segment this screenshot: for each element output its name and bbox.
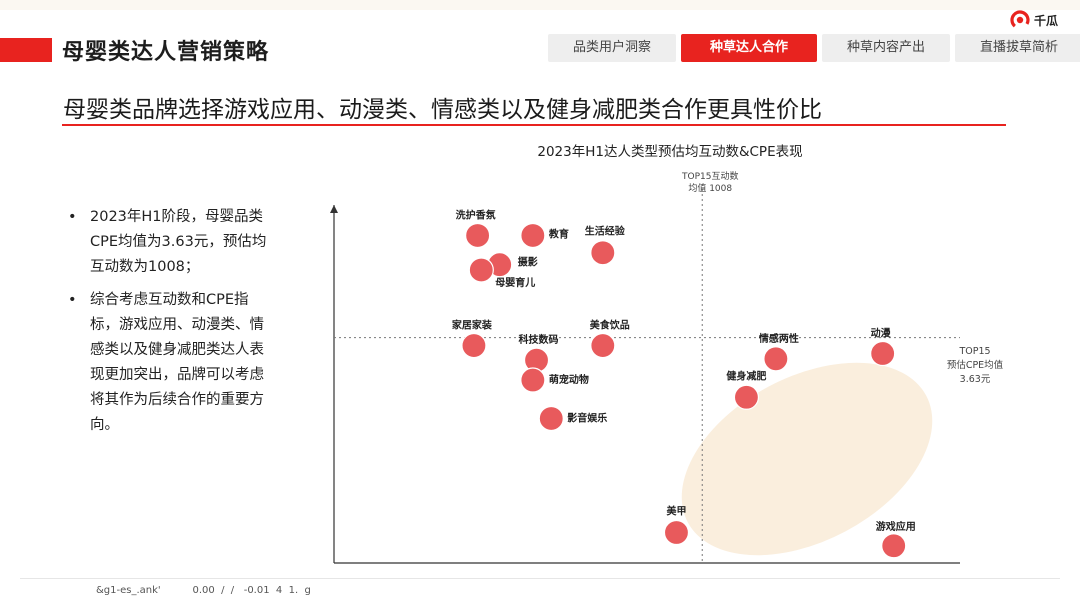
page-title: 母婴类达人营销策略 (62, 40, 270, 65)
data-point (733, 384, 760, 410)
logo-text: 千瓜 (1034, 13, 1059, 28)
subtitle-underline (62, 124, 1006, 126)
tab-livestream-analysis[interactable]: 直播拔草简析 (955, 34, 1080, 62)
data-point (663, 519, 690, 546)
reference-label-vertical-line1: TOP15互动数 (681, 170, 738, 182)
title-accent-bar (0, 38, 52, 62)
bullet-dot-icon: • (68, 292, 77, 308)
insight-list: • 2023年H1阶段，母婴品类CPE均值为3.63元，预估均互动数为1008；… (68, 205, 273, 446)
data-point (520, 367, 546, 393)
highlight-region (681, 362, 933, 556)
qiangua-logo-icon (1010, 10, 1030, 30)
data-point (590, 240, 616, 266)
data-point (465, 222, 491, 249)
reference-label-horizontal-line3: 3.63元 (960, 374, 991, 385)
slide-card (0, 10, 1080, 608)
data-label: 情感两性 (759, 332, 799, 345)
data-point (881, 533, 907, 559)
data-point (870, 340, 896, 367)
data-label: 洗护香氛 (456, 208, 496, 221)
data-label: 科技数码 (519, 333, 559, 346)
footer-note: &g1-es_.ank' 0.00 / / -0.01 4 1. g (96, 585, 311, 596)
data-label: 美食饮品 (590, 319, 630, 332)
y-axis-arrow-icon (330, 205, 338, 213)
data-label: 动漫 (871, 327, 892, 340)
tab-influencer-cooperation[interactable]: 种草达人合作 (681, 34, 817, 62)
reference-label-horizontal-line2: 预估CPE均值 (947, 359, 1004, 371)
section-tabs: 品类用户洞察 种草达人合作 种草内容产出 直播拔草简析 (548, 34, 1080, 62)
tab-content-output[interactable]: 种草内容产出 (822, 34, 950, 62)
list-item: • 2023年H1阶段，母婴品类CPE均值为3.63元，预估均互动数为1008； (68, 205, 273, 280)
data-point (538, 405, 564, 432)
data-label: 影音娱乐 (567, 411, 607, 424)
brand-logo: 千瓜 (1010, 10, 1058, 30)
bullet-text: 综合考虑互动数和CPE指标，游戏应用、动漫类、情感类以及健身减肥类达人表现更加突… (90, 292, 264, 433)
chart-title: 2023年H1达人类型预估均互动数&CPE表现 (537, 144, 802, 160)
footer-divider (20, 578, 1060, 579)
data-point (763, 346, 789, 372)
bullet-text: 2023年H1阶段，母婴品类CPE均值为3.63元，预估均互动数为1008； (90, 209, 267, 275)
data-point (461, 332, 487, 359)
data-label: 游戏应用 (876, 520, 916, 533)
reference-label-horizontal-line1: TOP15 (958, 346, 990, 357)
data-label: 生活经验 (585, 225, 626, 238)
data-label: 美甲 (666, 505, 686, 518)
data-label: 家居家装 (452, 319, 492, 332)
reference-label-vertical-line2: 均值 1008 (688, 182, 732, 194)
data-label: 教育 (548, 227, 569, 240)
data-label: 母婴育儿 (495, 276, 535, 289)
tab-category-insight[interactable]: 品类用户洞察 (548, 34, 676, 62)
list-item: • 综合考虑互动数和CPE指标，游戏应用、动漫类、情感类以及健身减肥类达人表现更… (68, 288, 273, 438)
data-label: 健身减肥 (726, 369, 766, 382)
data-point (468, 257, 494, 283)
data-label: 萌宠动物 (549, 373, 589, 386)
data-point (590, 332, 616, 359)
page-subtitle: 母婴类品牌选择游戏应用、动漫类、情感类以及健身减肥类合作更具性价比 (63, 97, 822, 123)
data-label: 摄影 (518, 256, 538, 269)
data-point (520, 222, 546, 249)
bullet-dot-icon: • (68, 209, 77, 225)
